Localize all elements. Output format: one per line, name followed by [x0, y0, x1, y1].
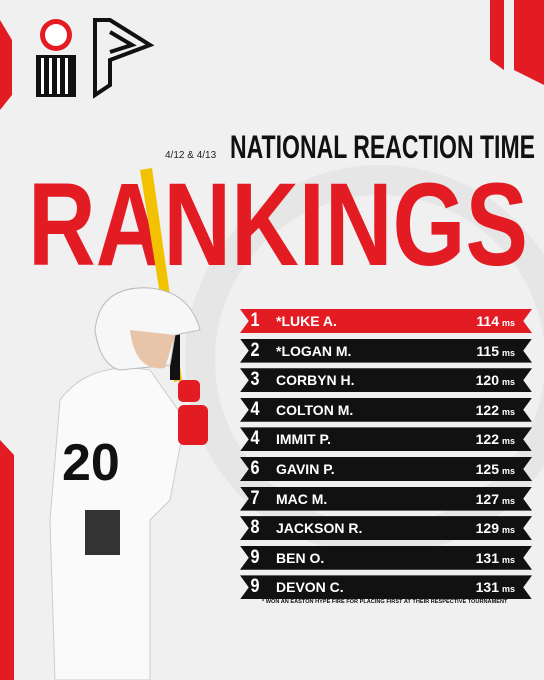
stripe: [0, 440, 14, 680]
ranking-row: 8 JACKSON R. 129 ms: [240, 516, 532, 541]
player-name: *LOGAN M.: [276, 342, 352, 359]
stripe: [514, 0, 544, 85]
player-name: BEN O.: [276, 549, 325, 566]
unit: ms: [502, 465, 516, 476]
rank: 2: [250, 339, 260, 361]
player-name: JACKSON R.: [276, 520, 363, 537]
jersey-number: 20: [62, 434, 120, 492]
logo-p: [93, 18, 155, 99]
player-name: COLTON M.: [276, 401, 354, 418]
unit: ms: [502, 554, 516, 565]
player-name: GAVIN P.: [276, 460, 335, 477]
rank: 7: [250, 487, 260, 509]
ranking-row: 6 GAVIN P. 125 ms: [240, 456, 532, 481]
ranking-row: 2 *LOGAN M. 115 ms: [240, 338, 532, 363]
reaction-time: 131: [475, 549, 499, 566]
reaction-time: 129: [475, 520, 499, 537]
unit: ms: [502, 347, 516, 358]
ranking-row: 7 MAC M. 127 ms: [240, 486, 532, 511]
ranking-row: 1 *LUKE A. 114 ms: [240, 309, 532, 333]
reaction-time: 122: [475, 401, 499, 418]
ranking-row: 4 IMMIT P. 122 ms: [240, 427, 532, 452]
footnote: * WON AN EASTON HYPE FIRE FOR PLACING FI…: [262, 599, 508, 605]
rank: 1: [250, 310, 260, 331]
logo-ball: [36, 19, 76, 97]
reaction-time: 127: [475, 490, 499, 507]
unit: ms: [502, 406, 516, 417]
player: 20: [49, 168, 208, 680]
unit: ms: [502, 495, 516, 506]
player-name: MAC M.: [276, 490, 328, 507]
stripe: [490, 0, 504, 70]
rankings: 1 *LUKE A. 114 ms 2 *LOGAN M. 115 ms 3 CORBYN H. 1…: [240, 309, 532, 605]
stripe: [0, 20, 12, 110]
player-name: DEVON C.: [276, 579, 344, 596]
player-name: *LUKE A.: [276, 313, 337, 329]
unit: ms: [502, 318, 516, 328]
unit: ms: [502, 584, 516, 595]
ranking-row: 4 COLTON M. 122 ms: [240, 397, 532, 422]
unit: ms: [502, 525, 516, 536]
reaction-time: 120: [475, 372, 499, 389]
rank: 4: [250, 428, 260, 450]
ranking-row: 9 DEVON C. 131 ms: [240, 575, 532, 600]
rank: 9: [250, 576, 260, 598]
rank: 9: [250, 546, 260, 568]
reaction-time: 114: [476, 313, 499, 329]
subtitle: NATIONAL REACTION TIME: [230, 129, 535, 165]
unit: ms: [502, 436, 516, 447]
title: RANKINGS: [28, 159, 528, 291]
reaction-time: 125: [475, 460, 499, 477]
player-name: CORBYN H.: [276, 372, 355, 389]
rank: 4: [250, 398, 260, 420]
rank: 6: [250, 457, 260, 479]
reaction-time: 122: [475, 431, 499, 448]
rank: 3: [250, 369, 260, 391]
player-name: IMMIT P.: [276, 431, 331, 448]
date: 4/12 & 4/13: [165, 150, 217, 161]
reaction-time: 115: [476, 342, 499, 359]
reaction-time: 131: [475, 579, 499, 596]
ranking-row: 9 BEN O. 131 ms: [240, 545, 532, 570]
rank: 8: [250, 517, 260, 539]
ranking-row: 3 CORBYN H. 120 ms: [240, 368, 532, 393]
unit: ms: [502, 377, 516, 388]
